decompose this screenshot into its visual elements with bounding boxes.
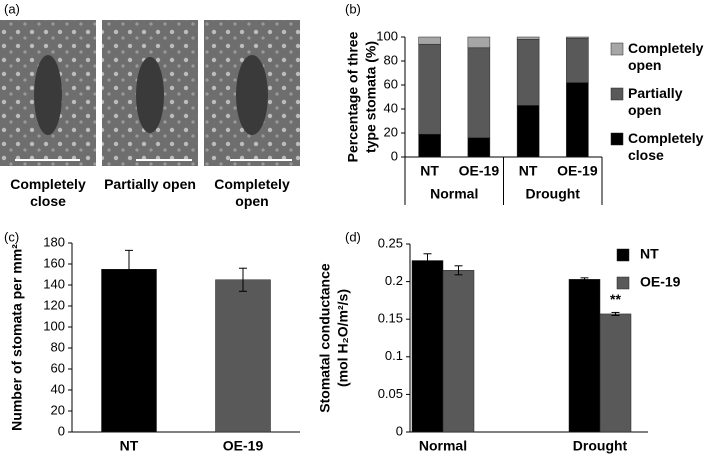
micrographs xyxy=(0,20,300,166)
caption: Completely close xyxy=(10,176,86,209)
y-tick-label: 0 xyxy=(58,423,65,438)
y-tick-label: 60 xyxy=(384,76,398,91)
y-tick-label: 0 xyxy=(396,423,403,438)
group-label: Normal xyxy=(430,186,478,202)
legend-swatch xyxy=(616,276,630,290)
error-bar xyxy=(580,277,589,282)
x-tick-label: OE-19 xyxy=(223,438,264,454)
bar-segment xyxy=(418,36,441,45)
significance-annotation: ** xyxy=(610,291,621,307)
y-tick-label: 180 xyxy=(43,234,65,249)
y-tick-label: 80 xyxy=(384,52,398,67)
bar-segment xyxy=(516,39,540,106)
bar-segment xyxy=(516,36,540,40)
caption: Partially open xyxy=(104,176,196,192)
bar xyxy=(215,279,271,433)
y-axis-label: (mol H₂O/m²/s) xyxy=(335,289,351,387)
y-tick-label: 0.1 xyxy=(385,348,403,363)
y-axis-label: type stomata (%) xyxy=(363,41,379,153)
y-tick-label: 160 xyxy=(43,255,65,270)
bar-segment xyxy=(566,37,589,83)
bar-segment xyxy=(418,133,441,158)
bar-segment xyxy=(566,36,589,39)
y-tick-label: 60 xyxy=(51,360,65,375)
bar-segment xyxy=(467,137,491,158)
stoma xyxy=(34,55,62,135)
error-bar xyxy=(239,267,247,292)
y-tick-label: 0.15 xyxy=(378,311,403,326)
y-tick-label: 0.2 xyxy=(385,273,403,288)
x-tick-label: Normal xyxy=(419,438,467,454)
y-axis-label: Number of stomata per mm² xyxy=(9,244,25,431)
stoma xyxy=(236,55,268,135)
bar xyxy=(568,279,601,433)
legend-label: OE-19 xyxy=(640,274,681,290)
bar xyxy=(599,313,632,433)
y-tick-label: 20 xyxy=(384,124,398,139)
x-tick-label: Drought xyxy=(573,438,628,454)
legend-label: NT xyxy=(640,246,659,262)
legend-label: Completely open xyxy=(628,40,704,73)
bar-segment xyxy=(566,82,589,158)
bar-segment xyxy=(467,36,491,49)
y-tick-label: 40 xyxy=(51,381,65,396)
legend-label: Completely close xyxy=(628,130,704,163)
x-tick-label: OE-19 xyxy=(459,163,500,179)
y-tick-label: 0.25 xyxy=(378,235,403,250)
y-axis-label: Percentage of three xyxy=(345,31,361,162)
y-tick-label: 0 xyxy=(391,148,398,163)
x-tick-label: NT xyxy=(420,163,439,179)
y-axis-label: Stomatal conductance xyxy=(317,263,333,413)
legend-swatch xyxy=(610,132,624,146)
bar xyxy=(442,270,475,433)
bar xyxy=(101,269,157,433)
panel-label: (c) xyxy=(4,229,19,244)
caption: Completely open xyxy=(214,176,290,209)
panel-label: (d) xyxy=(345,229,361,244)
legend-swatch xyxy=(610,42,624,56)
y-tick-label: 20 xyxy=(51,402,65,417)
y-tick-label: 100 xyxy=(43,318,65,333)
y-tick-label: 140 xyxy=(43,276,65,291)
y-tick-label: 120 xyxy=(43,297,65,312)
x-tick-label: NT xyxy=(120,438,139,454)
legend-label: Partially open xyxy=(628,85,683,118)
error-bar xyxy=(423,253,432,268)
error-bar xyxy=(125,249,133,289)
bar-segment xyxy=(418,43,441,135)
x-tick-label: NT xyxy=(519,163,538,179)
bar xyxy=(411,260,444,433)
stoma xyxy=(136,57,164,133)
legend-swatch xyxy=(610,87,624,101)
y-tick-label: 40 xyxy=(384,100,398,115)
bar-segment xyxy=(467,47,491,139)
group-label: Drought xyxy=(526,186,581,202)
panel-label: (b) xyxy=(345,1,361,16)
legend-swatch xyxy=(616,248,630,262)
x-tick-label: OE-19 xyxy=(557,163,598,179)
bar-segment xyxy=(516,105,540,158)
error-bar xyxy=(611,311,620,316)
y-tick-label: 0.05 xyxy=(378,386,403,401)
panel-label: (a) xyxy=(4,1,20,16)
y-tick-label: 80 xyxy=(51,339,65,354)
error-bar xyxy=(454,265,463,276)
y-tick-label: 100 xyxy=(376,28,398,43)
